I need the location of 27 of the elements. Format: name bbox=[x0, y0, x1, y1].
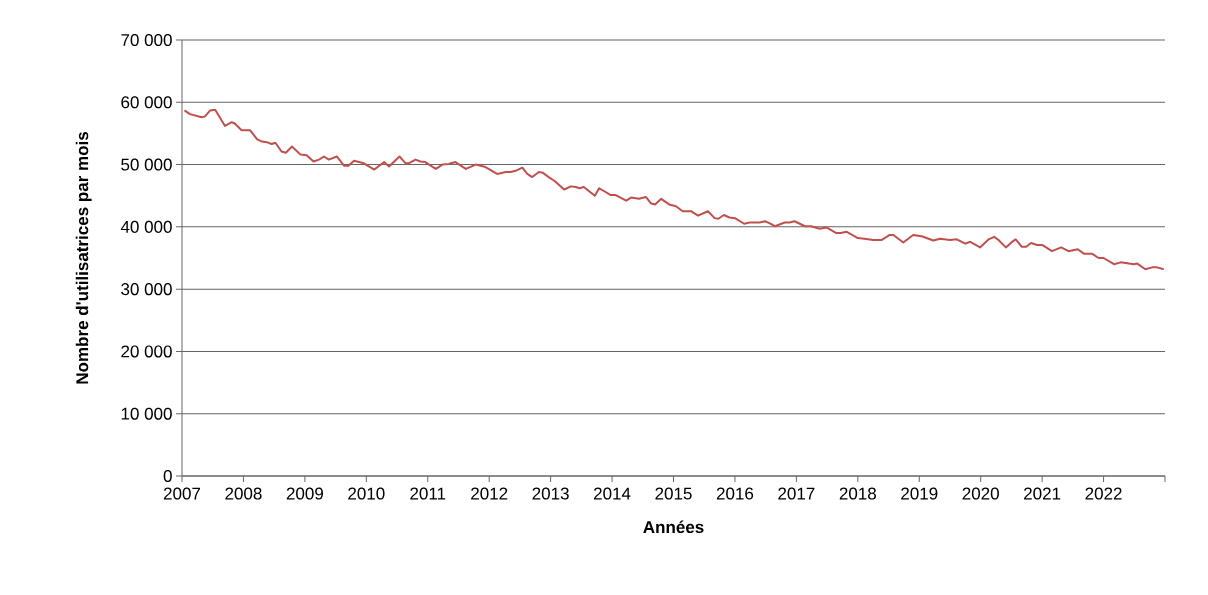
y-tick-label: 30 000 bbox=[121, 283, 172, 296]
x-tick-label: 2010 bbox=[348, 487, 385, 500]
y-tick-label: 20 000 bbox=[121, 345, 172, 358]
x-tick-label: 2012 bbox=[471, 487, 508, 500]
x-tick-label: 2019 bbox=[901, 487, 938, 500]
x-tick-label: 2018 bbox=[839, 487, 876, 500]
x-tick-label: 2008 bbox=[225, 487, 262, 500]
y-tick-label: 0 bbox=[163, 469, 172, 483]
y-tick-label: 10 000 bbox=[121, 407, 172, 420]
x-tick-label: 2009 bbox=[286, 487, 323, 500]
line-series bbox=[183, 108, 1165, 271]
x-tick-label: 2016 bbox=[716, 487, 754, 500]
x-tick-label: 2007 bbox=[163, 487, 201, 500]
y-tick-label: 60 000 bbox=[121, 96, 172, 109]
x-tick-label: 2013 bbox=[532, 487, 569, 500]
y-tick-label: 40 000 bbox=[120, 220, 172, 233]
x-tick-label: 2011 bbox=[410, 487, 446, 500]
x-tick-label: 2020 bbox=[962, 487, 999, 500]
y-tick-label: 70 000 bbox=[121, 33, 172, 47]
x-tick-label: 2015 bbox=[655, 487, 692, 500]
x-tick-label: 2021 bbox=[1024, 487, 1061, 500]
x-tick-label: 2017 bbox=[778, 487, 815, 500]
y-tick-label: 50 000 bbox=[121, 158, 172, 171]
y-axis-title: Nombre d'utilisatrices par mois bbox=[75, 131, 92, 384]
x-tick-label: 2022 bbox=[1085, 487, 1122, 500]
x-tick-label: 2014 bbox=[594, 487, 631, 500]
x-axis-title: Années bbox=[643, 520, 704, 534]
